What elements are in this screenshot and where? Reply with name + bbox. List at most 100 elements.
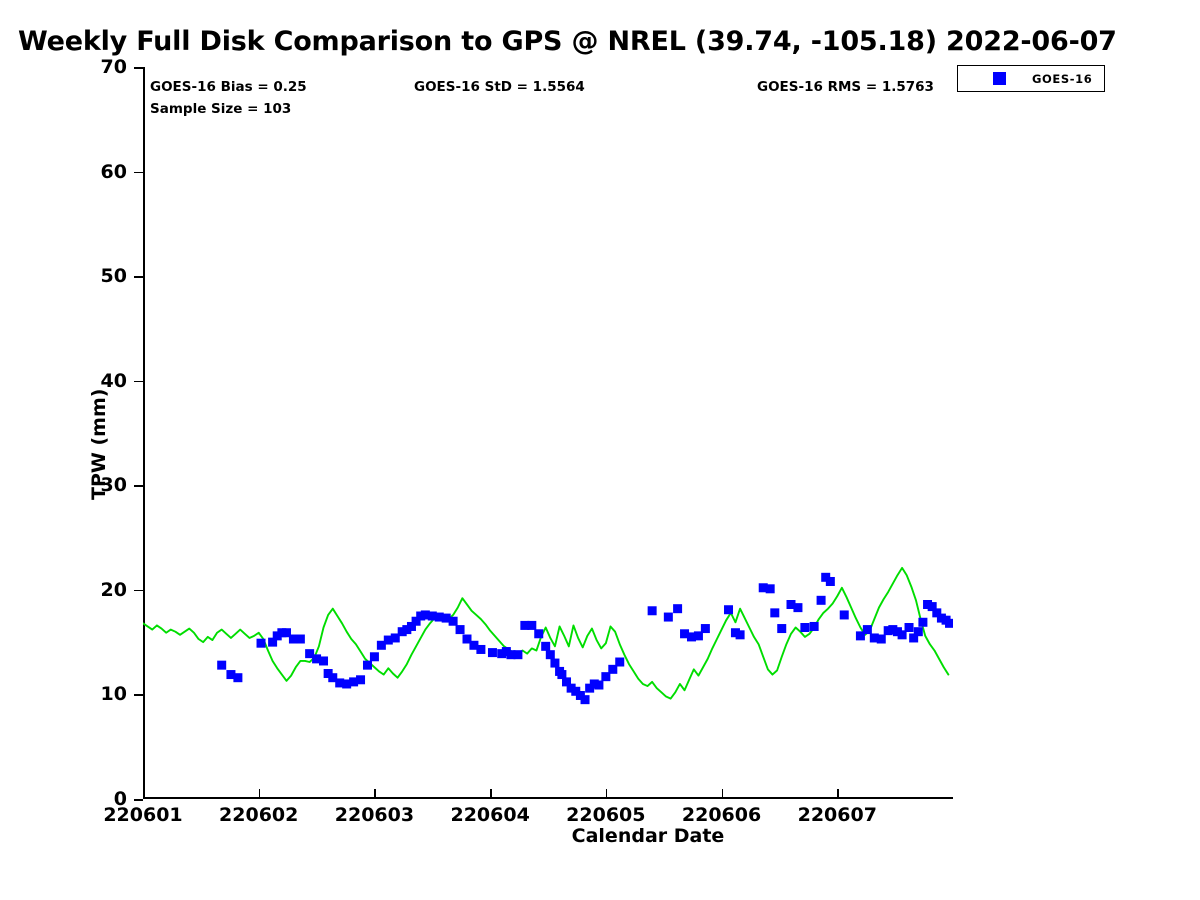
data-point-goes16 <box>416 611 426 621</box>
data-point-goes16 <box>420 610 430 620</box>
plot-area <box>134 67 953 801</box>
data-point-goes16 <box>356 675 366 685</box>
data-point-goes16 <box>349 677 359 687</box>
data-point-goes16 <box>342 679 352 689</box>
data-point-goes16 <box>571 686 581 696</box>
y-tick-40 <box>134 380 143 383</box>
data-point-goes16 <box>897 630 907 640</box>
data-point-goes16 <box>821 572 831 582</box>
data-point-goes16 <box>328 673 338 683</box>
annotation-rms: GOES-16 RMS = 1.5763 <box>757 79 934 95</box>
y-tick-70 <box>134 67 143 69</box>
data-point-goes16 <box>892 627 902 637</box>
data-point-goes16 <box>295 634 305 644</box>
data-point-goes16 <box>376 640 386 650</box>
data-point-goes16 <box>534 629 544 639</box>
data-point-goes16 <box>462 634 472 644</box>
data-point-goes16 <box>608 664 618 674</box>
x-tick-220602 <box>258 789 261 799</box>
data-point-goes16 <box>487 648 497 658</box>
data-point-goes16 <box>323 669 333 679</box>
y-tick-label-50: 50 <box>100 265 127 288</box>
x-tick-220603 <box>374 789 377 799</box>
legend-label-goes16: GOES-16 <box>1032 71 1093 86</box>
data-point-goes16 <box>319 656 329 666</box>
y-tick-0 <box>134 799 143 801</box>
annotation-std: GOES-16 StD = 1.5564 <box>414 79 585 95</box>
data-point-goes16 <box>288 634 298 644</box>
data-point-goes16 <box>585 683 595 693</box>
data-point-goes16 <box>918 617 928 627</box>
x-axis <box>143 797 953 799</box>
x-tick-label-220605: 220605 <box>566 804 646 826</box>
annotation-bias: GOES-16 Bias = 0.25 <box>150 79 307 95</box>
data-point-goes16 <box>476 644 486 654</box>
data-point-goes16 <box>680 629 690 639</box>
data-point-goes16 <box>786 600 796 609</box>
data-point-goes16 <box>411 616 421 626</box>
data-point-goes16 <box>673 604 683 614</box>
data-point-goes16 <box>305 649 315 659</box>
data-point-goes16 <box>550 658 560 668</box>
data-point-goes16 <box>904 623 914 632</box>
data-point-goes16 <box>434 612 444 622</box>
data-point-goes16 <box>945 618 953 628</box>
x-tick-220606 <box>721 789 724 799</box>
data-point-goes16 <box>647 606 657 616</box>
x-tick-label-220606: 220606 <box>681 804 762 826</box>
data-point-goes16 <box>594 680 604 690</box>
data-point-goes16 <box>268 637 278 647</box>
y-tick-20 <box>134 589 143 592</box>
data-point-goes16 <box>869 633 879 643</box>
data-point-goes16 <box>427 611 437 621</box>
data-point-goes16 <box>809 621 819 631</box>
y-tick-50 <box>134 276 143 278</box>
data-point-goes16 <box>735 630 745 640</box>
data-point-goes16 <box>800 623 810 632</box>
x-tick-label-220603: 220603 <box>334 804 415 826</box>
data-point-goes16 <box>777 624 787 634</box>
data-point-goes16 <box>927 602 937 612</box>
data-point-goes16 <box>520 620 530 630</box>
page-title: Weekly Full Disk Comparison to GPS @ NRE… <box>18 26 1117 57</box>
data-point-goes16 <box>693 631 703 641</box>
data-point-goes16 <box>312 654 322 664</box>
y-tick-10 <box>134 694 143 697</box>
x-axis-label: Calendar Date <box>571 825 725 847</box>
data-point-goes16 <box>406 621 416 631</box>
data-point-goes16 <box>383 635 393 645</box>
data-point-goes16 <box>575 690 585 700</box>
data-point-goes16 <box>566 683 576 693</box>
x-tick-label-220602: 220602 <box>219 804 299 826</box>
data-point-goes16 <box>557 670 567 680</box>
data-point-goes16 <box>390 633 400 643</box>
y-tick-30 <box>134 485 143 487</box>
x-tick-220604 <box>490 789 492 799</box>
data-point-goes16 <box>615 657 625 667</box>
data-point-goes16 <box>281 628 291 638</box>
data-point-goes16 <box>758 583 768 593</box>
data-point-goes16 <box>541 641 551 651</box>
data-point-goes16 <box>277 628 287 638</box>
data-point-goes16 <box>909 633 919 643</box>
y-tick-label-70: 70 <box>100 56 127 78</box>
data-point-goes16 <box>883 626 893 636</box>
data-point-goes16 <box>513 650 523 660</box>
x-tick-label-220604: 220604 <box>450 804 530 826</box>
data-point-goes16 <box>362 660 372 670</box>
data-point-goes16 <box>730 628 740 638</box>
data-point-goes16 <box>402 625 412 635</box>
data-point-goes16 <box>506 650 516 660</box>
data-point-goes16 <box>888 625 898 635</box>
y-tick-label-0: 0 <box>113 788 127 810</box>
x-tick-label-220607: 220607 <box>797 804 877 826</box>
data-point-goes16 <box>765 584 775 594</box>
data-point-goes16 <box>562 677 572 687</box>
data-point-goes16 <box>272 631 282 641</box>
data-point-goes16 <box>770 608 780 618</box>
data-point-goes16 <box>217 660 227 670</box>
data-point-goes16 <box>441 613 451 623</box>
data-point-goes16 <box>369 652 379 662</box>
data-point-goes16 <box>724 605 734 615</box>
annotation-sample-size: Sample Size = 103 <box>150 101 292 117</box>
